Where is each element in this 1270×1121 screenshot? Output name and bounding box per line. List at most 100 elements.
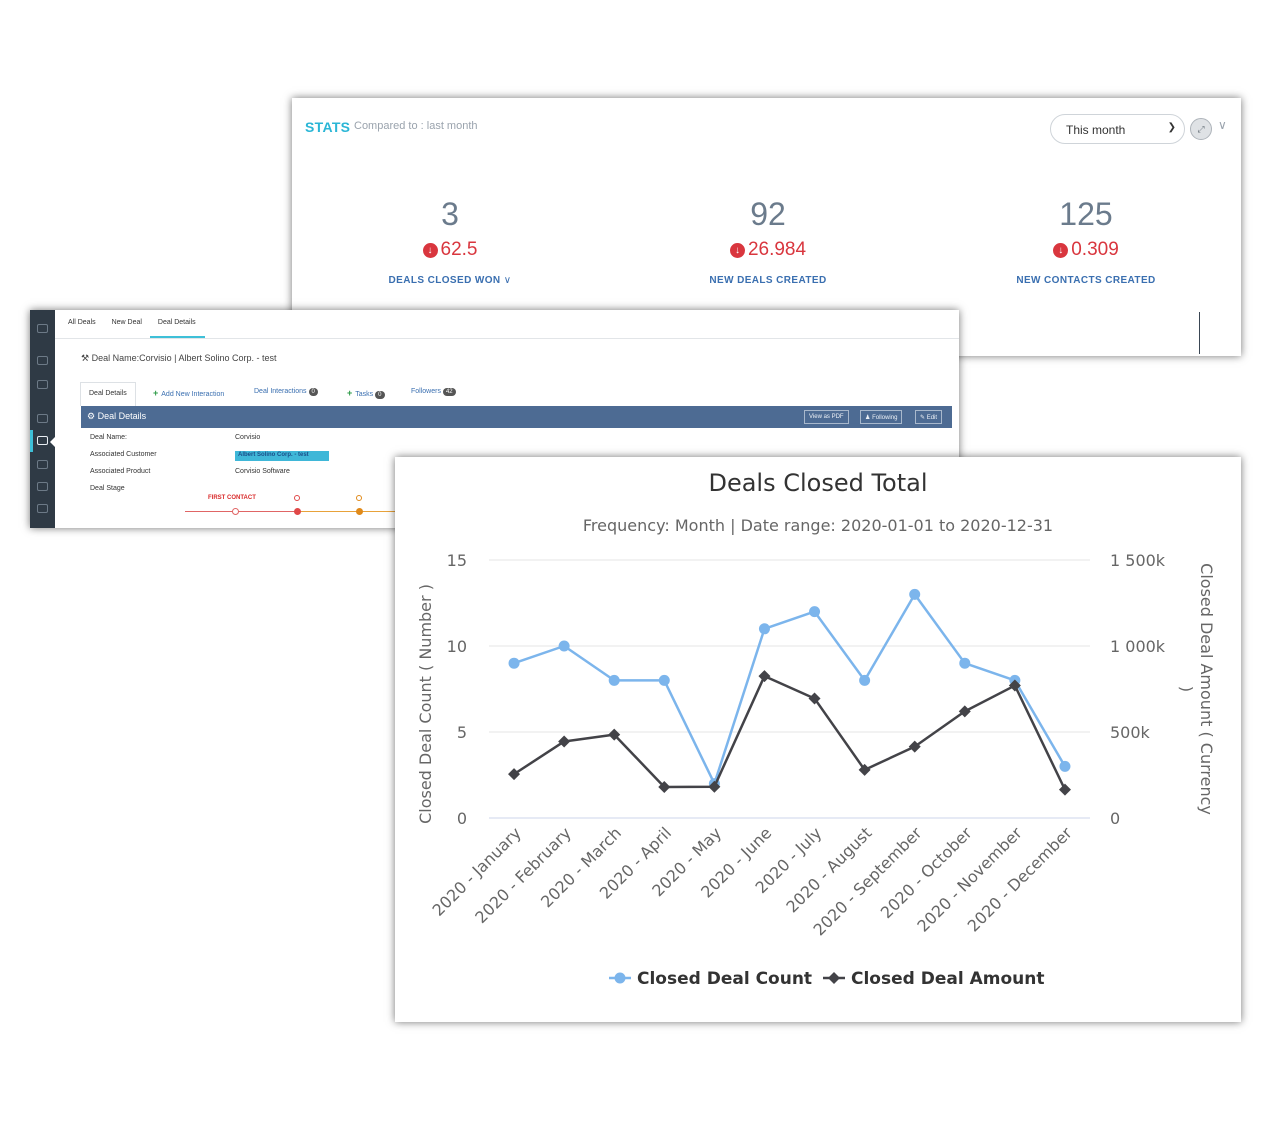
data-point	[658, 781, 671, 794]
stage-marker	[356, 495, 362, 501]
stage-dot[interactable]	[356, 508, 363, 515]
data-point	[658, 674, 670, 686]
active-tab-underline	[150, 336, 205, 338]
plus-icon: +	[347, 388, 353, 398]
user-icon[interactable]	[37, 380, 48, 389]
chart-legend[interactable]: Closed Deal Count Closed Deal Amount	[609, 969, 1044, 989]
stage-track	[300, 511, 400, 512]
stat-change: ↓ 0.309	[936, 239, 1236, 261]
tab-deal-details[interactable]: Deal Details	[157, 319, 196, 326]
stats-compared-to: Compared to : last month	[354, 120, 478, 132]
tab-followers[interactable]: Followers 42	[411, 388, 456, 396]
stat-new-contacts-created: 125 ↓ 0.309 NEW CONTACTS CREATED	[936, 196, 1236, 286]
data-point	[758, 670, 771, 683]
stat-value: 125	[1059, 196, 1113, 232]
stage-dot[interactable]	[232, 508, 239, 515]
chart-series	[508, 588, 1071, 796]
y-tick-label: 15	[447, 551, 467, 570]
contacts-icon[interactable]	[37, 460, 48, 469]
y2-tick-label: 1 500k	[1110, 551, 1166, 570]
following-button[interactable]: ♟ Following	[860, 410, 903, 424]
x-tick-label: 2020 - August	[782, 823, 875, 916]
chevron-down-icon: ❯	[1167, 122, 1176, 133]
legend-item-label: Closed Deal Amount	[851, 969, 1044, 989]
tab-new-deal[interactable]: New Deal	[111, 319, 142, 326]
data-point	[908, 740, 921, 753]
stat-change: ↓ 26.984	[618, 239, 918, 261]
count-badge: 42	[442, 388, 456, 396]
chart-title: Deals Closed Total	[708, 469, 927, 497]
sidebar-pointer	[50, 437, 55, 447]
chart-grid	[489, 559, 1090, 819]
period-select[interactable]: This month ❯	[1050, 114, 1185, 144]
data-point	[858, 763, 871, 776]
chart-subtitle: Frequency: Month | Date range: 2020-01-0…	[583, 516, 1053, 535]
user-icon: ♟	[865, 415, 871, 421]
stage-current-label: FIRST CONTACT	[208, 495, 256, 501]
tab-deal-interactions[interactable]: Deal Interactions 0	[254, 388, 318, 396]
data-point	[558, 640, 570, 652]
y2-tick-label: 0	[1110, 809, 1120, 828]
data-point	[808, 692, 821, 705]
data-point	[958, 705, 971, 718]
calendar-icon[interactable]	[37, 504, 48, 513]
diamond-icon[interactable]	[37, 482, 48, 491]
tab-add-new-interaction[interactable]: + Add New Interaction	[153, 388, 225, 398]
stat-change: ↓ 62.5	[300, 239, 600, 261]
sidebar-active-indicator	[30, 430, 33, 452]
y-axis-ticks: 0 5 10 15	[447, 551, 467, 828]
field-value-customer[interactable]: Albert Solino Corp. - test	[235, 451, 329, 461]
stat-label[interactable]: DEALS CLOSED WON ∨	[388, 275, 512, 286]
y-axis-label: Closed Deal Count ( Number )	[416, 584, 435, 824]
stage-track	[185, 511, 300, 512]
x-tick-label: 2020 - October	[877, 823, 976, 922]
x-tick-label: 2020 - January	[428, 823, 524, 919]
tab-tasks[interactable]: + Tasks 0	[347, 388, 385, 399]
arrow-down-circle-icon: ↓	[1053, 243, 1069, 258]
deal-details-bar: ⚙ Deal Details View as PDF ♟ Following ✎…	[81, 406, 952, 428]
cogs-icon: ⚙	[87, 411, 96, 421]
data-point	[1059, 760, 1071, 772]
data-point	[809, 606, 821, 618]
deals-closed-chart: Deals Closed Total Frequency: Month | Da…	[416, 469, 1216, 989]
deals-icon[interactable]	[37, 436, 48, 445]
arrow-down-circle-icon: ↓	[729, 243, 745, 258]
expand-icon[interactable]: ⤢	[1190, 118, 1212, 140]
dashboard-icon[interactable]	[37, 356, 48, 365]
count-badge: 0	[308, 388, 318, 396]
field-label-customer: Associated Customer	[90, 451, 157, 458]
tab-all-deals[interactable]: All Deals	[68, 319, 96, 326]
y2-axis-label-line: Closed Deal Amount ( Currency	[1197, 563, 1216, 815]
y2-tick-label: 1 000k	[1110, 637, 1166, 656]
series-line	[513, 593, 1067, 785]
stat-value: 92	[750, 196, 786, 232]
data-point	[608, 674, 620, 686]
field-label-product: Associated Product	[90, 468, 151, 475]
edit-button[interactable]: ✎ Edit	[915, 410, 943, 424]
deal-name-header: ⚒ Deal Name:Corvisio | Albert Solino Cor…	[81, 353, 277, 363]
home-icon[interactable]	[37, 324, 48, 333]
field-label-deal-name: Deal Name:	[90, 434, 127, 441]
data-point	[508, 657, 520, 669]
chevron-down-icon: ∨	[503, 275, 512, 286]
chevron-down-icon[interactable]: ∨	[1218, 118, 1227, 132]
divider	[55, 338, 959, 339]
y2-axis-ticks: 0 500k 1 000k 1 500k	[1110, 551, 1166, 828]
stat-value: 3	[441, 196, 459, 232]
stat-label: NEW DEALS CREATED	[709, 275, 827, 286]
y2-axis-label: Closed Deal Amount ( Currency)	[1177, 563, 1216, 815]
arrow-down-circle-icon: ↓	[422, 243, 438, 258]
app-sidebar	[30, 310, 55, 528]
chart-panel: Deals Closed Total Frequency: Month | Da…	[395, 457, 1241, 1022]
pencil-icon: ✎	[920, 415, 926, 421]
view-as-pdf-button[interactable]: View as PDF	[804, 410, 849, 424]
stage-dot[interactable]	[294, 508, 301, 515]
legend-item-label: Closed Deal Count	[637, 969, 812, 989]
legend-marker	[614, 972, 626, 984]
data-point	[859, 674, 871, 686]
layers-icon[interactable]	[37, 414, 48, 423]
tab-deal-details-sub[interactable]: Deal Details	[80, 382, 136, 406]
stats-title: STATS	[305, 119, 351, 135]
stat-new-deals-created: 92 ↓ 26.984 NEW DEALS CREATED	[618, 196, 918, 286]
